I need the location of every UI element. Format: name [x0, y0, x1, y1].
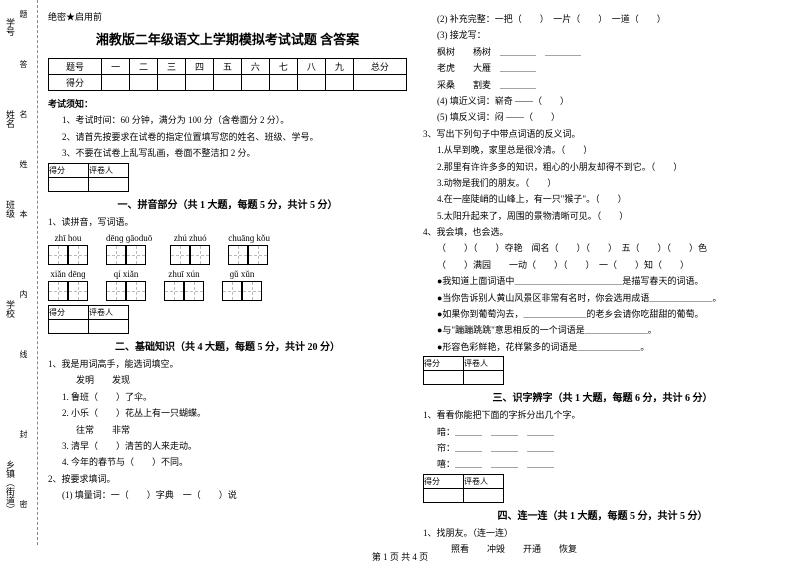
r7: (5) 填反义词：闷 ——（ ） — [423, 110, 782, 124]
th-6: 六 — [241, 59, 269, 75]
strip-8: 密 — [18, 500, 29, 508]
r3: 枫树 杨树 ＿＿＿＿ ＿＿＿＿ — [423, 45, 782, 59]
grader-table-3: 得分评卷人 — [423, 356, 504, 385]
q4g: ●形容色彩鲜艳，花样繁多的词语是＿＿＿＿＿＿＿。 — [423, 340, 782, 354]
th-1: 一 — [102, 59, 130, 75]
exam-notice: 考试须知： 1、考试时间：60 分钟，满分为 100 分（含卷面分 2 分）。 … — [48, 97, 407, 161]
sec3-a: 暗：＿＿＿ ＿＿＿ ＿＿＿ — [423, 425, 782, 439]
sec1-q: 1、读拼音，写词语。 — [48, 215, 407, 229]
side-label-town: 乡镇（街道） — [4, 460, 17, 514]
q4: 4、我会填，也会选。 — [423, 225, 782, 239]
sec3-c: 嘻：＿＿＿ ＿＿＿ ＿＿＿ — [423, 457, 782, 471]
sec2-q2: 2、按要求填词。 — [48, 472, 407, 486]
sec4-q: 1、找朋友。（连一连） — [423, 526, 782, 540]
r1: (2) 补充完整：一把（ ） 一片（ ） 一道（ ） — [423, 12, 782, 26]
q4f: ●与"蹦蹦跳跳"意思相反的一个词语是＿＿＿＿＿＿＿。 — [423, 323, 782, 337]
sec1-title: 一、拼音部分（共 1 大题，每题 5 分，共计 5 分） — [48, 196, 407, 211]
strip-7: 封 — [18, 430, 29, 438]
s5: 5.太阳升起来了，周围的景物清晰可见。（ ） — [423, 209, 782, 223]
score-head-row: 题号 一 二 三 四 五 六 七 八 九 总分 — [49, 59, 407, 75]
r5: 采桑 割麦 ＿＿＿＿ — [423, 78, 782, 92]
notice-2: 2、请首先按要求在试卷的指定位置填写您的姓名、班级、学号。 — [48, 130, 407, 144]
py-2: dēnɡ ɡāoduō — [106, 233, 152, 265]
grader-table-2: 得分评卷人 — [48, 305, 129, 334]
grader-table-4: 得分评卷人 — [423, 474, 504, 503]
r2: (3) 接龙写： — [423, 28, 782, 42]
th-8: 八 — [297, 59, 325, 75]
py-7: zhuī xún — [164, 269, 204, 301]
sec3-title: 三、识字辨字（共 1 大题，每题 6 分，共计 6 分） — [423, 389, 782, 404]
sec2-q1e: 3. 清早（ ）清苦的人来走动。 — [48, 439, 407, 453]
right-column: (2) 补充完整：一把（ ） 一片（ ） 一道（ ） (3) 接龙写： 枫树 杨… — [415, 10, 790, 545]
sec2-q1c: 2. 小乐（ ）花丛上有一只蝴蝶。 — [48, 406, 407, 420]
score-value-row: 得分 — [49, 75, 407, 91]
strip-4: 本 — [18, 210, 29, 218]
s4: 4.在一座陡峭的山峰上，有一只"猴子"。（ ） — [423, 192, 782, 206]
r6: (4) 填近义词：崭奇 ——（ ） — [423, 94, 782, 108]
side-label-name: 姓名 — [4, 110, 17, 128]
sec2-q1b: 1. 鲁班（ ）了伞。 — [48, 390, 407, 404]
notice-1: 1、考试时间：60 分钟，满分为 100 分（含卷面分 2 分）。 — [48, 113, 407, 127]
py-6: qí xiǎn — [106, 269, 146, 301]
th-9: 九 — [325, 59, 353, 75]
sec4-title: 四、连一连（共 1 大题，每题 5 分，共计 5 分） — [423, 507, 782, 522]
secret-tag: 绝密★启用前 — [48, 10, 407, 23]
th-2: 二 — [130, 59, 158, 75]
exam-title: 湘教版二年级语文上学期模拟考试试题 含答案 — [48, 29, 407, 48]
pinyin-row-1: zhī hou dēnɡ ɡāoduō zhú zhuó chuānɡ kǒu — [48, 233, 407, 265]
py-3: zhú zhuó — [170, 233, 210, 265]
py-1: zhī hou — [48, 233, 88, 265]
score-table: 题号 一 二 三 四 五 六 七 八 九 总分 得分 — [48, 58, 407, 91]
th-4: 四 — [186, 59, 214, 75]
th-5: 五 — [213, 59, 241, 75]
strip-3: 姓 — [18, 160, 29, 168]
q4a: （ ）（ ）夺艳 闻名（ ）（ ） 五（ ）（ ）色 — [423, 241, 782, 255]
strip-6: 线 — [18, 350, 29, 358]
sec2-title: 二、基础知识（共 4 大题，每题 5 分，共计 20 分） — [48, 338, 407, 353]
q4e: ●如果你到葡萄沟去，＿＿＿＿＿＿＿的老乡会请你吃甜甜的葡萄。 — [423, 307, 782, 321]
page-footer: 第 1 页 共 4 页 — [0, 550, 800, 563]
left-column: 绝密★启用前 湘教版二年级语文上学期模拟考试试题 含答案 题号 一 二 三 四 … — [40, 10, 415, 545]
py-5: xiǎn dēnɡ — [48, 269, 88, 301]
q4c: ●我知道上面词语中＿＿＿＿＿＿＿＿＿＿＿＿是描写春天的词语。 — [423, 274, 782, 288]
py-4: chuānɡ kǒu — [228, 233, 270, 265]
q3: 3、写出下列句子中带点词语的反义词。 — [423, 127, 782, 141]
sec3-b: 帘：＿＿＿ ＿＿＿ ＿＿＿ — [423, 441, 782, 455]
binding-sidebar: 学号 姓名 班级 学校 乡镇（街道） 题 答 名 姓 本 内 线 封 密 — [0, 0, 38, 545]
mini-c2: 评卷人 — [89, 163, 129, 177]
q4b: （ ）满园 一动（ ）（ ） 一（ ）知（ ） — [423, 258, 782, 272]
grader-table-1: 得分评卷人 — [48, 163, 129, 192]
r4: 老虎 大雁 ＿＿＿＿ — [423, 61, 782, 75]
side-label-school: 学校 — [4, 300, 17, 318]
th-0: 题号 — [49, 59, 102, 75]
strip-2: 名 — [18, 110, 29, 118]
s1: 1.从早到晚，家里总是很冷清。（ ） — [423, 143, 782, 157]
row2-label: 得分 — [49, 75, 102, 91]
sec2-q1a: 发明 发现 — [48, 373, 407, 387]
side-label-id: 学号 — [4, 18, 17, 36]
side-label-class: 班级 — [4, 200, 17, 218]
py-8: ɡǔ xǔn — [222, 269, 262, 301]
strip-1: 答 — [18, 60, 29, 68]
sec2-q2a: (1) 填量词：一（ ）字典 一（ ）说 — [48, 488, 407, 502]
pinyin-row-2: xiǎn dēnɡ qí xiǎn zhuī xún ɡǔ xǔn — [48, 269, 407, 301]
notice-3: 3、不要在试卷上乱写乱画，卷面不整洁扣 2 分。 — [48, 146, 407, 160]
sec2-q1f: 4. 今年的春节与（ ）不同。 — [48, 455, 407, 469]
q4d: ●当你告诉别人黄山风景区非常有名时，你会选用成语＿＿＿＿＿＿＿。 — [423, 291, 782, 305]
th-3: 三 — [158, 59, 186, 75]
strip-5: 内 — [18, 290, 29, 298]
s2: 2.那里有许许多多的知识，粗心的小朋友却得不到它。（ ） — [423, 160, 782, 174]
th-10: 总分 — [353, 59, 406, 75]
page: 绝密★启用前 湘教版二年级语文上学期模拟考试试题 含答案 题号 一 二 三 四 … — [0, 0, 800, 545]
sec3-q: 1、看看你能把下面的字拆分出几个字。 — [423, 408, 782, 422]
strip-0: 题 — [18, 10, 29, 18]
sec2-q1d: 往常 非常 — [48, 423, 407, 437]
notice-head: 考试须知： — [48, 97, 407, 111]
mini-c1: 得分 — [49, 163, 89, 177]
th-7: 七 — [269, 59, 297, 75]
sec2-q1: 1、我是用词高手，能选词填空。 — [48, 357, 407, 371]
s3: 3.动物是我们的朋友。（ ） — [423, 176, 782, 190]
